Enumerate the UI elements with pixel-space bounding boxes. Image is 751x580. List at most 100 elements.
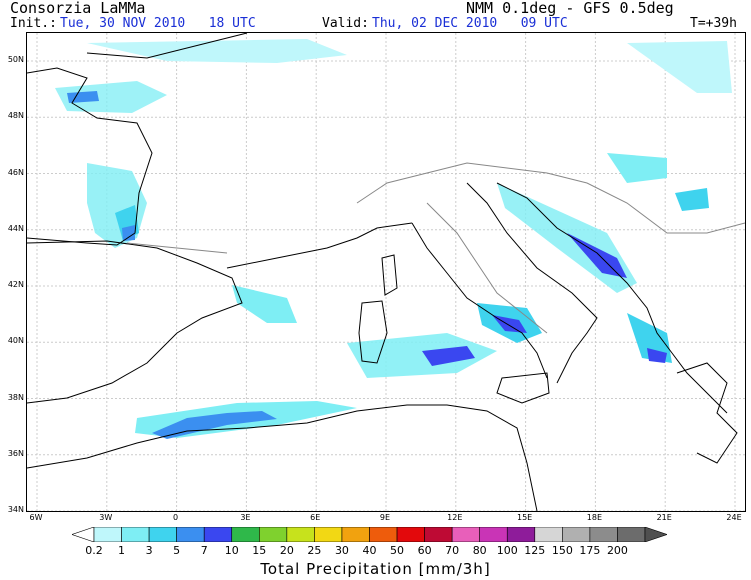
lat-tick-label: 38N (7, 392, 24, 402)
colorbar-swatch (644, 527, 667, 542)
colorbar-tick-label: 60 (417, 544, 432, 557)
coast-adriatic-east (496, 182, 728, 414)
colorbar-swatch (203, 527, 233, 542)
colorbar-swatch (93, 527, 122, 542)
precip-albania-core (647, 348, 667, 363)
producer-title: Consorzia LaMMa (10, 0, 146, 17)
colorbar-tick-label: 1 (118, 544, 126, 557)
colorbar-swatch (286, 527, 315, 542)
lat-tick-label: 36N (7, 448, 24, 458)
lon-tick-label: 6E (310, 513, 321, 522)
lon-tick-label: 3E (240, 513, 251, 522)
precip-ne-europe (627, 41, 732, 93)
borders (126, 162, 745, 334)
lat-tick-label: 46N (7, 167, 24, 177)
colorbar-swatch (72, 527, 95, 542)
coast-sardinia (358, 300, 388, 364)
coastlines (27, 33, 738, 511)
colorbar-tick-label: 20 (279, 544, 294, 557)
colorbar-swatch (424, 527, 453, 542)
precip-tyrrhenian-core (492, 315, 527, 333)
lat-tick-label: 50N (7, 55, 24, 64)
colorbar-tick-label: 150 (551, 544, 573, 557)
colorbar-tick-label: 5 (173, 544, 181, 557)
colorbar-tick-label: 100 (496, 544, 518, 557)
precip-balearic (232, 285, 297, 323)
valid-value: Thu, 02 DEC 2010 09 UTC (372, 16, 568, 31)
colorbar-swatch (369, 527, 398, 542)
colorbar-swatch (589, 527, 618, 542)
colorbar-swatch (562, 527, 591, 542)
precip-biscay-max (122, 225, 135, 241)
coast-greece (676, 362, 738, 464)
colorbar (72, 527, 667, 542)
map-canvas (27, 33, 745, 511)
lon-tick-label: 21E (656, 513, 672, 522)
coast-channel (86, 33, 248, 59)
border-balkans (546, 172, 745, 234)
forecast-lead: T=+39h (690, 16, 737, 31)
precip-serbia (675, 188, 709, 211)
colorbar-tick-label: 50 (390, 544, 405, 557)
colorbar-swatch (534, 527, 563, 542)
valid-label: Valid: (322, 16, 369, 31)
colorbar-tick-label: 125 (524, 544, 546, 557)
lon-tick-label: 9E (379, 513, 391, 522)
colorbar-tick-label: 80 (472, 544, 487, 557)
lat-tick-label: 48N (7, 111, 24, 121)
lon-tick-label: 3W (99, 513, 113, 522)
lat-tick-label: 42N (7, 280, 24, 289)
border-alps (356, 162, 548, 204)
colorbar-tick-label: 200 (606, 544, 628, 557)
colorbar-tick-label: 15 (252, 544, 267, 557)
border-italy-regions (426, 202, 548, 334)
lon-tick-label: 24E (726, 513, 742, 522)
precip-albania (627, 313, 672, 363)
coast-italy-east (466, 182, 598, 384)
border-pyrenees (126, 242, 228, 254)
coast-north-europe (27, 67, 153, 246)
colorbar-swatch (617, 527, 646, 542)
colorbar-tick-label: 40 (362, 544, 377, 557)
precip-adriatic-core (567, 233, 627, 278)
colorbar-swatch (451, 527, 480, 542)
precip-brittany-core (67, 91, 99, 103)
colorbar-swatch (479, 527, 508, 542)
colorbar-tick-label: 3 (145, 544, 153, 557)
colorbar-tick-label: 7 (200, 544, 208, 557)
coast-france-med (226, 222, 413, 269)
coast-corsica (381, 254, 398, 296)
precip-brittany (55, 81, 167, 113)
colorbar-tick-label: 70 (445, 544, 460, 557)
colorbar-swatch (121, 527, 150, 542)
lon-tick-label: 0 (173, 513, 179, 522)
colorbar-swatch (176, 527, 205, 542)
precip-balkans (607, 153, 667, 183)
precip-fields (55, 39, 732, 439)
precip-adriatic (497, 183, 637, 293)
precip-sicily-sea (347, 333, 497, 378)
colorbar-tick-label: 30 (334, 544, 349, 557)
colorbar-tick-label: 25 (307, 544, 322, 557)
colorbar-swatch (231, 527, 260, 542)
lat-tick-label: 34N (7, 505, 24, 514)
colorbar-title: Total Precipitation [mm/3h] (260, 560, 491, 578)
lon-tick-label: 18E (586, 513, 603, 522)
colorbar-tick-label: 175 (579, 544, 601, 557)
lon-tick-label: 12E (447, 513, 463, 522)
colorbar-swatch (396, 527, 425, 542)
lat-tick-label: 44N (7, 223, 24, 233)
coast-north-africa (27, 404, 538, 511)
lon-tick-label: 6W (29, 513, 43, 522)
colorbar-tick-label: 0.2 (85, 544, 103, 557)
model-title: NMM 0.1deg - GFS 0.5deg (466, 0, 674, 17)
colorbar-swatch (506, 527, 536, 542)
init-label: Init.: (10, 16, 57, 31)
init-value: Tue, 30 NOV 2010 18 UTC (60, 16, 256, 31)
precip-sicily-sea-core (422, 346, 475, 366)
precip-north-france (87, 39, 347, 63)
colorbar-swatch (148, 527, 177, 542)
lat-tick-label: 40N (7, 336, 24, 346)
colorbar-swatch (341, 527, 370, 542)
coast-iberia-med (27, 240, 243, 404)
